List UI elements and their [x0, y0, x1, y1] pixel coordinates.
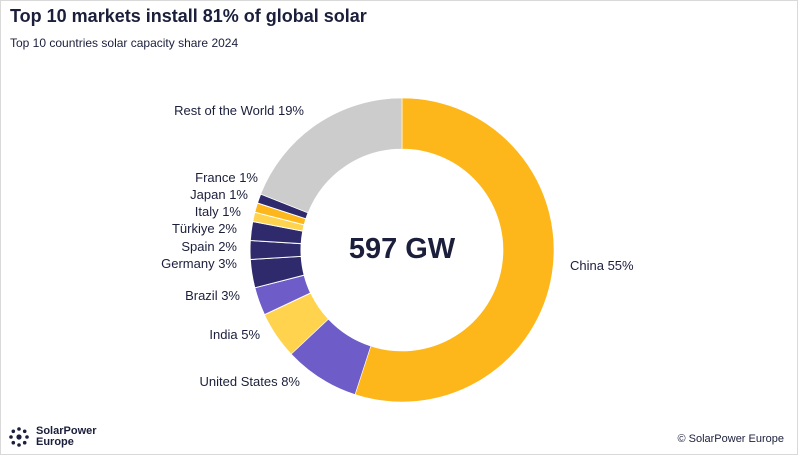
label-china: China 55%: [570, 258, 634, 273]
slice-rest-of-the-world: [260, 97, 403, 214]
donut-slices: [249, 97, 555, 403]
label-france: France 1%: [195, 170, 258, 185]
sun-icon: [9, 427, 29, 447]
brand-name-line2: Europe: [36, 436, 74, 448]
label-india: India 5%: [209, 327, 260, 342]
label-rest-of-the-world: Rest of the World 19%: [174, 103, 304, 118]
chart-title: Top 10 markets install 81% of global sol…: [10, 6, 367, 26]
label-t-rkiye: Türkiye 2%: [172, 221, 237, 236]
copyright-notice: © SolarPower Europe: [677, 433, 784, 445]
label-brazil: Brazil 3%: [185, 288, 240, 303]
brand-name-line1: SolarPower: [36, 425, 97, 437]
label-italy: Italy 1%: [195, 204, 242, 219]
center-total-label: 597 GW: [349, 233, 456, 265]
chart-subtitle: Top 10 countries solar capacity share 20…: [10, 36, 239, 50]
label-japan: Japan 1%: [190, 187, 248, 202]
label-spain: Spain 2%: [181, 239, 237, 254]
slice-labels: China 55% United States 8% India 5% Brazil …: [161, 103, 634, 389]
brand-logo: SolarPower Europe: [8, 426, 97, 448]
label-united-states: United States 8%: [200, 374, 301, 389]
slice-china: [354, 97, 555, 403]
label-germany: Germany 3%: [161, 256, 237, 271]
